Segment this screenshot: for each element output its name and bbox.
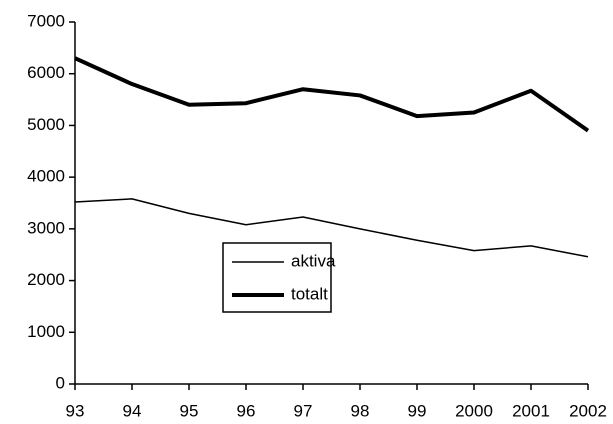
legend-label: totalt bbox=[291, 284, 328, 303]
x-tick-label: 2001 bbox=[512, 401, 550, 420]
y-tick-label: 3000 bbox=[27, 218, 65, 237]
x-tick-label: 2000 bbox=[455, 401, 493, 420]
y-tick-label: 1000 bbox=[27, 322, 65, 341]
series-line bbox=[74, 198, 589, 258]
x-tick-label: 2002 bbox=[569, 401, 607, 420]
y-tick-label: 0 bbox=[56, 373, 65, 392]
legend-label: aktiva bbox=[291, 251, 336, 270]
x-tick-label: 98 bbox=[351, 401, 370, 420]
x-tick-label: 93 bbox=[66, 401, 85, 420]
x-tick-label: 95 bbox=[180, 401, 199, 420]
y-tick-label: 7000 bbox=[27, 11, 65, 30]
legend-box bbox=[222, 242, 332, 313]
y-tick-label: 2000 bbox=[27, 270, 65, 289]
series-line bbox=[74, 56, 590, 133]
x-tick-label: 97 bbox=[294, 401, 313, 420]
x-tick-label: 94 bbox=[123, 401, 142, 420]
y-tick-label: 5000 bbox=[27, 115, 65, 134]
x-tick-label: 99 bbox=[408, 401, 427, 420]
y-tick-label: 6000 bbox=[27, 63, 65, 82]
y-tick-label: 4000 bbox=[27, 167, 65, 186]
x-tick-label: 96 bbox=[237, 401, 256, 420]
